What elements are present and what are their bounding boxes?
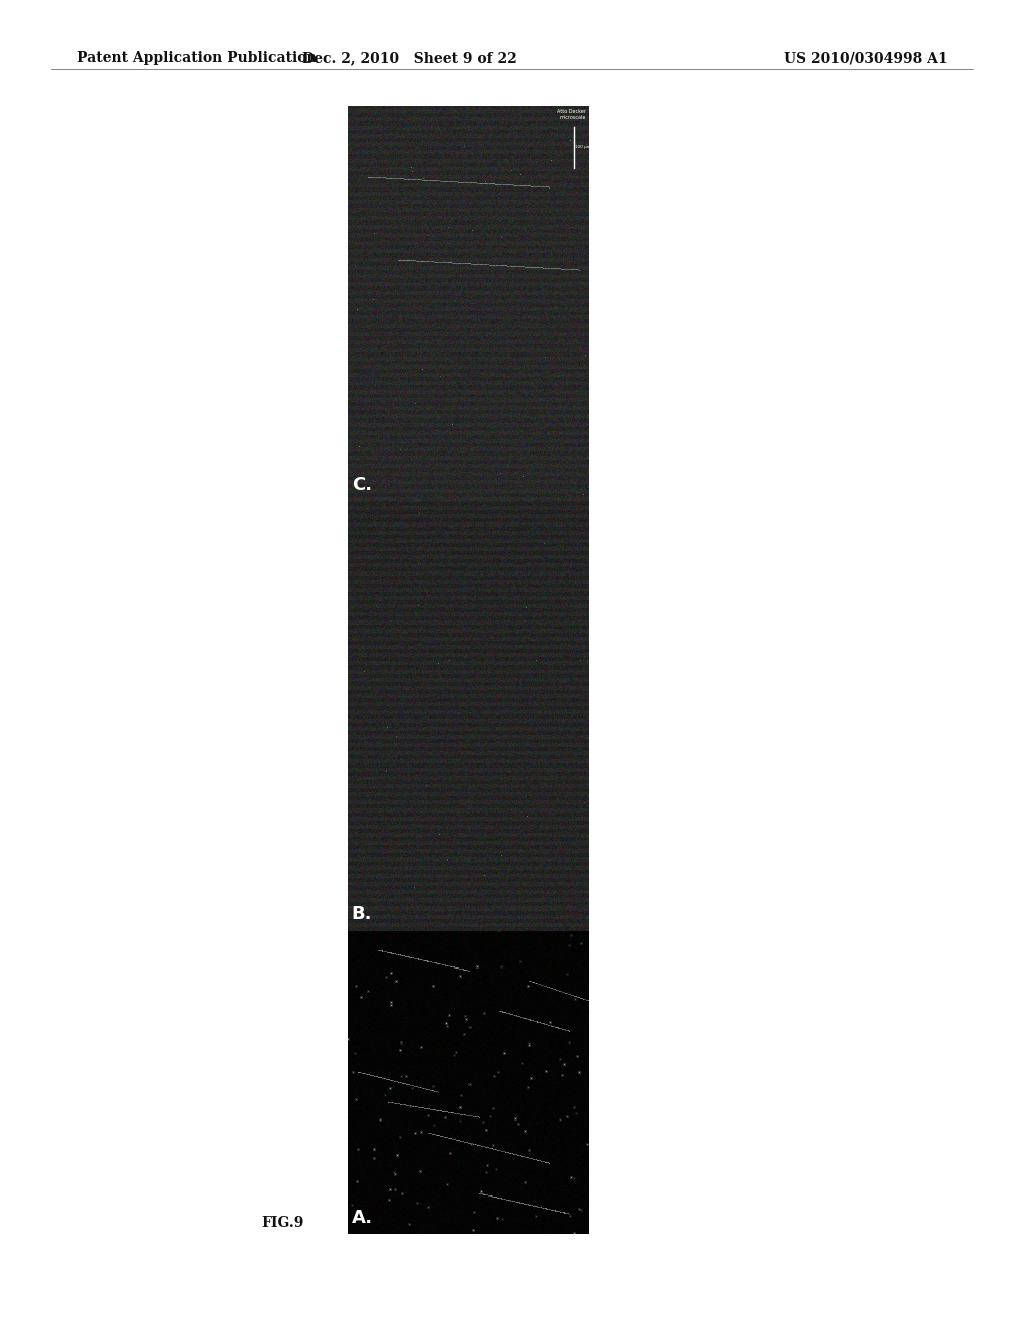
Text: US 2010/0304998 A1: US 2010/0304998 A1	[783, 51, 947, 65]
Text: FIG.9: FIG.9	[261, 1216, 303, 1230]
Text: B.: B.	[351, 906, 372, 923]
Text: Patent Application Publication: Patent Application Publication	[77, 51, 316, 65]
Text: A.: A.	[351, 1209, 373, 1226]
Text: Atto Decker
microscale: Atto Decker microscale	[557, 110, 587, 120]
Text: C.: C.	[351, 477, 372, 494]
Text: Dec. 2, 2010   Sheet 9 of 22: Dec. 2, 2010 Sheet 9 of 22	[302, 51, 517, 65]
Text: 100 μm: 100 μm	[575, 145, 591, 149]
